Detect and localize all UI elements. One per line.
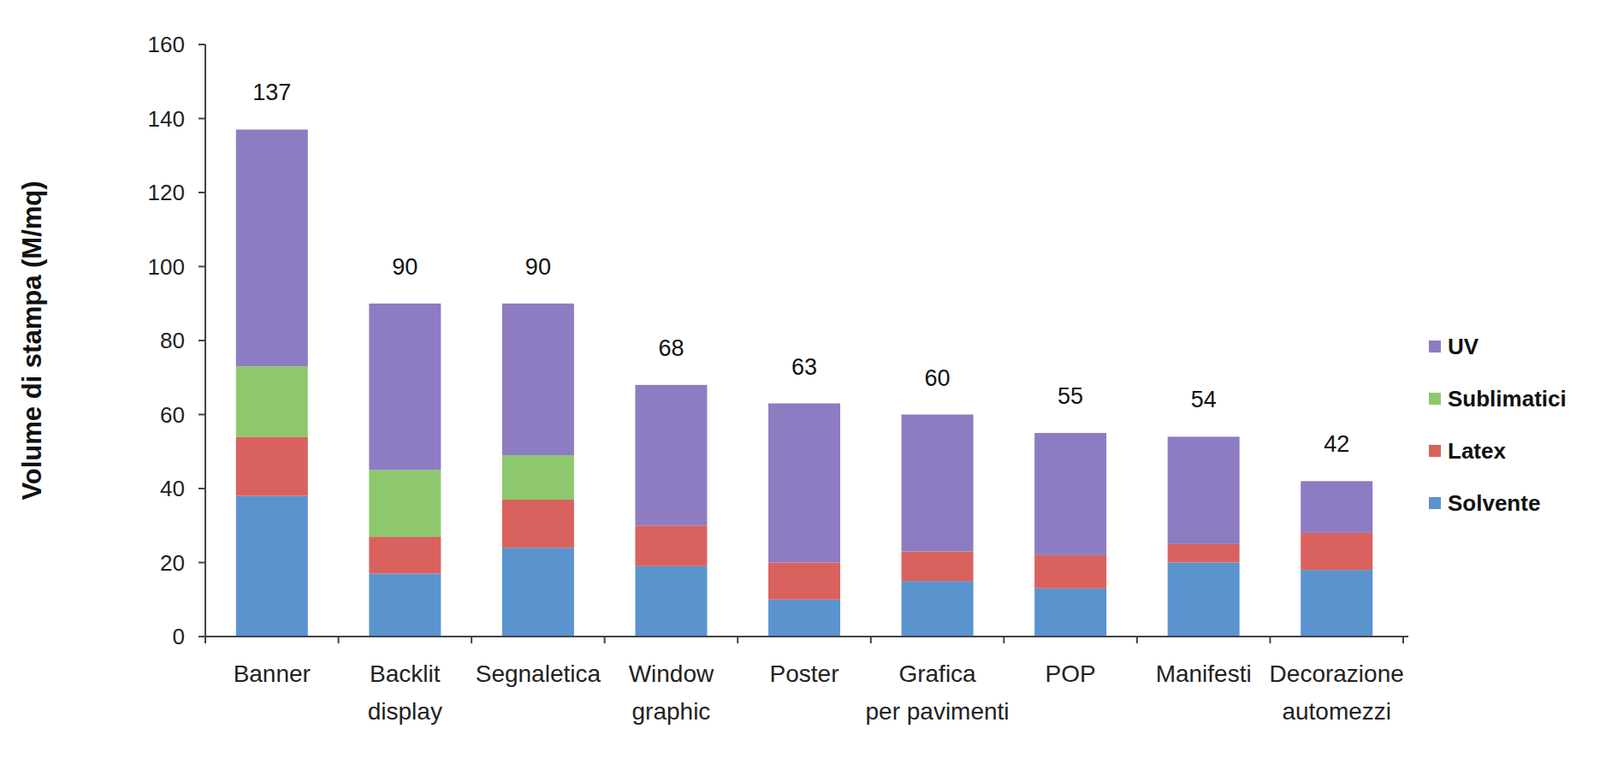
bar-segment [901,580,974,637]
bar-segment [1167,436,1240,544]
y-tick [198,414,206,416]
legend-label: Latex [1447,438,1506,464]
x-tick-label: Backlitdisplay [367,660,443,725]
x-tick-label: POP [1045,660,1097,688]
total-label: 63 [791,354,818,380]
bar-segment [368,469,441,537]
total-label: 60 [924,365,951,392]
x-tick [1136,636,1138,644]
bar-segment [368,536,441,574]
y-tick-label: 120 [148,179,185,206]
bar-segment [236,129,309,367]
x-tick-label: Manifesti [1155,660,1252,688]
y-tick [198,43,206,46]
y-tick-label: 100 [148,254,185,280]
bar-segment [502,499,575,548]
x-tick-label: Banner [233,660,311,688]
legend-label: UV [1447,333,1480,360]
y-tick-label: 0 [172,623,185,650]
bar-segment [768,403,841,563]
bar-segment [1167,562,1240,638]
legend-label: Sublimatici [1447,385,1567,412]
x-tick [1002,636,1005,644]
x-tick [736,636,739,644]
x-tick [870,636,872,644]
y-tick [198,635,206,638]
bar-segment [1167,544,1240,563]
bar-segment [901,551,974,582]
total-label: 90 [525,254,552,280]
legend-label: Solvente [1447,490,1541,516]
x-tick [604,636,606,644]
bar-segment [634,385,707,526]
bar-segment [368,303,441,471]
x-tick [1268,636,1271,644]
y-tick [198,266,206,268]
total-label: 42 [1323,431,1350,457]
x-tick [204,636,207,644]
bar-segment [901,414,974,552]
x-tick [1402,636,1405,644]
x-tick-label: Decorazioneautomezzi [1269,660,1405,725]
y-tick [198,118,206,120]
bar-segment [768,562,841,600]
bar-segment [502,547,575,637]
y-tick-label: 40 [160,475,185,502]
legend-swatch [1428,392,1441,405]
y-tick-label: 140 [148,106,185,132]
bar-segment [1300,569,1373,637]
x-tick-label: Graficaper pavimenti [865,660,1010,725]
bar-segment [768,599,841,637]
legend-swatch [1428,340,1441,353]
bar-segment [1034,432,1107,556]
x-tick-label: Segnaletica [475,660,602,688]
bar-segment [1300,480,1373,534]
total-label: 90 [391,254,418,280]
x-tick [337,636,340,644]
y-tick [198,191,206,194]
x-tick-label: Windowgraphic [628,660,715,725]
x-axis [200,635,1409,638]
y-tick [198,339,206,342]
y-tick-label: 60 [160,402,185,428]
bar-segment [1300,533,1373,570]
total-label: 54 [1191,386,1217,413]
bar-segment [502,303,575,456]
x-tick [470,636,473,644]
y-axis-label: Volume di stampa (M/mq) [17,180,48,500]
bar-segment [1034,588,1107,637]
y-tick-label: 20 [160,550,185,576]
bar-segment [236,436,309,496]
bar-segment [236,366,309,437]
bar-segment [502,455,575,500]
chart-container: 0 20 40 60 80 100 120 140 160 Banner Backlitdispla… [0,0,1600,770]
legend-swatch [1428,497,1441,510]
total-label: 137 [252,79,291,106]
bar-segment [368,573,441,637]
bar-segment [1034,555,1107,589]
y-tick-label: 160 [148,31,185,58]
y-tick [198,487,206,490]
total-label: 55 [1057,383,1084,409]
y-tick [198,562,206,564]
chart-svg: 0 20 40 60 80 100 120 140 160 Banner Backlitdispla… [0,0,1600,770]
bar-segment [634,525,707,567]
x-tick-label: Poster [770,660,840,688]
y-tick-label: 80 [160,327,185,354]
legend-swatch [1428,444,1441,457]
bar-segment [236,496,309,637]
bars [236,129,1373,637]
total-label: 68 [657,335,684,362]
bar-segment [634,566,707,637]
